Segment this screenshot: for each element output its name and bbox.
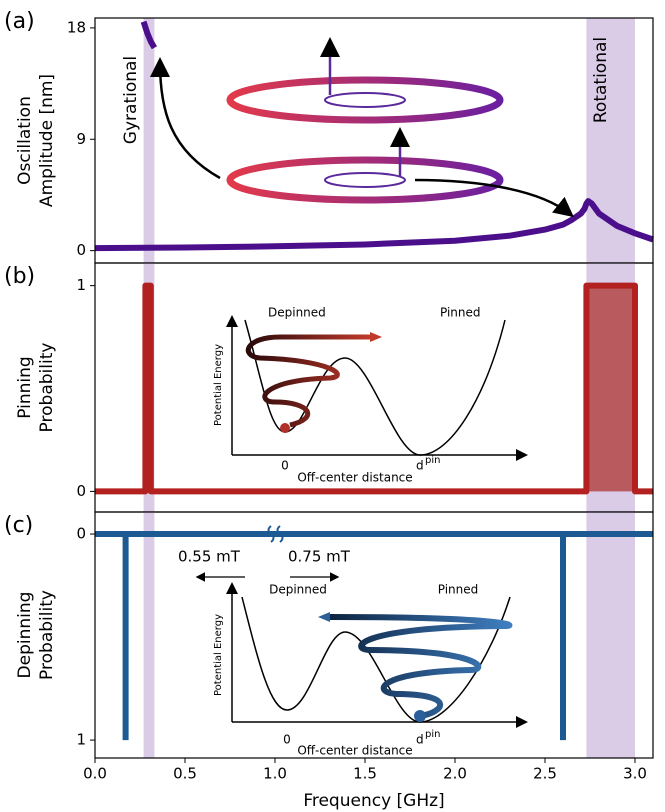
x-tick-label: 0.5 <box>173 765 197 783</box>
y-tick-label: 1 <box>76 276 86 294</box>
inset-tick-sub: pin <box>425 729 440 740</box>
shaded-band <box>143 18 155 263</box>
field-label: 0.75 mT <box>288 548 351 566</box>
spiral <box>246 334 370 428</box>
plot-frame <box>94 511 654 759</box>
inset-label: Depinned <box>268 306 326 320</box>
inset-tick-sub: pin <box>425 455 440 466</box>
x-tick-label: 2.0 <box>443 765 467 783</box>
panel-label: (a) <box>4 9 35 34</box>
arrow <box>318 612 330 622</box>
orbit-ring <box>324 172 406 188</box>
potential-curve <box>241 596 511 723</box>
annotation: Rotational <box>591 37 611 123</box>
line <box>94 198 654 252</box>
x-tick-label: 2.5 <box>533 765 557 783</box>
y-tick-label: 0 <box>76 525 86 543</box>
y-axis-label: Pinning <box>15 356 35 418</box>
inset-b: Depinned Pinned Potential Energy 0 d pin… <box>213 306 528 485</box>
arrow <box>150 57 221 180</box>
shaded-band <box>143 512 155 758</box>
y-axis-label: Depinning <box>15 592 35 679</box>
area <box>95 285 653 492</box>
x-tick-label: 1.0 <box>263 765 287 783</box>
shaded-band <box>586 512 635 758</box>
panel-label: (b) <box>4 264 35 289</box>
x-axis-label: Frequency [GHz] <box>303 791 444 811</box>
inset-tick: d <box>416 733 424 747</box>
inset-tick: d <box>416 459 424 473</box>
y-tick-label: 9 <box>76 130 86 148</box>
inset-axis-label: Off-center distance <box>297 471 412 485</box>
y-axis-label: Probability <box>37 590 57 680</box>
inset-label: Depinned <box>269 583 327 597</box>
axis-break <box>267 525 284 543</box>
plots: 0 9 18 Oscillation Amplitude [nm] (a) Gyration… <box>4 9 654 811</box>
inset-axis-label: Off-center distance <box>297 744 412 758</box>
inset-label: Pinned <box>440 306 481 320</box>
arrow <box>370 332 382 342</box>
x-tick-label: 3.0 <box>623 765 647 783</box>
spiral <box>329 614 513 719</box>
x-tick-label: 0.0 <box>83 765 107 783</box>
annotation: Gyrational <box>121 56 141 144</box>
inset-tick: 0 <box>281 459 289 473</box>
y-axis-label: Oscillation <box>15 96 35 185</box>
field-label: 0.55 mT <box>178 548 241 566</box>
panel-label: (c) <box>4 513 33 538</box>
orbit-ring <box>324 92 406 108</box>
core <box>280 423 290 433</box>
y-axis-label: Probability <box>37 343 57 433</box>
x-tick-label: 1.5 <box>353 765 377 783</box>
y-tick-label: 18 <box>67 18 86 36</box>
inset-axis-label: Potential Energy <box>213 614 224 696</box>
inset-a <box>150 37 574 218</box>
y-tick-label: 0 <box>76 482 86 500</box>
y-tick-label: 0 <box>76 241 86 259</box>
y-tick-label: 1 <box>76 731 86 749</box>
orbit-ring <box>226 156 504 204</box>
potential-curve <box>244 319 506 456</box>
arrow <box>414 178 574 218</box>
line <box>140 20 157 50</box>
inset-c: Depinned Pinned Potential Energy 0 d pin… <box>178 525 528 758</box>
orbit-ring <box>226 76 504 124</box>
core <box>414 710 426 722</box>
inset-label: Pinned <box>438 583 479 597</box>
y-axis-label: Amplitude [nm] <box>37 74 57 207</box>
line <box>95 282 653 495</box>
inset-axis-label: Potential Energy <box>213 344 224 426</box>
inset-tick: 0 <box>283 733 291 747</box>
